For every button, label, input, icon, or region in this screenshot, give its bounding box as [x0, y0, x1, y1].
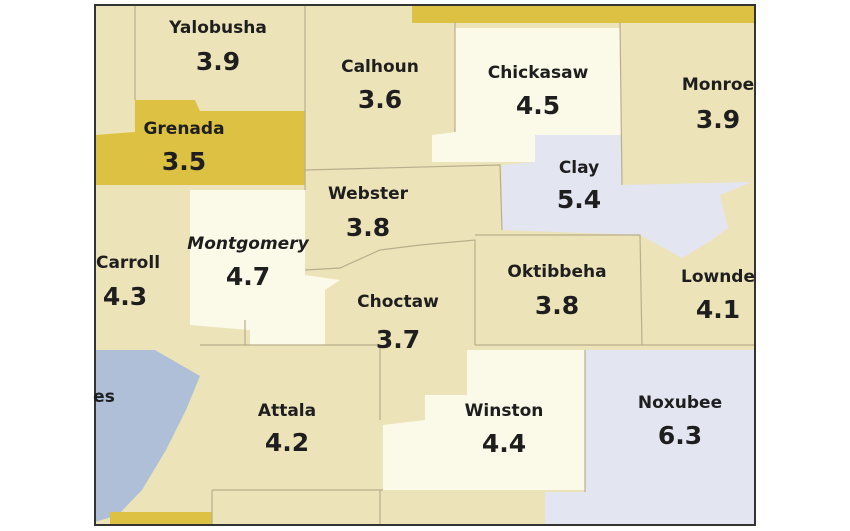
county-name: Carroll	[96, 253, 160, 273]
county-name: Monroe	[682, 75, 754, 95]
region-chickasaw[interactable]	[432, 28, 622, 162]
region-montgomery[interactable]	[190, 190, 340, 345]
county-value: 3.6	[358, 85, 402, 114]
county-value: 3.7	[376, 325, 420, 354]
county-name: Choctaw	[357, 292, 439, 312]
county-value: 4.2	[265, 428, 309, 457]
county-name: Yalobusha	[168, 18, 267, 38]
county-name: Winston	[465, 401, 544, 421]
county-labels: Yalobusha 3.9 Calhoun 3.6 Chickasaw 4.5 …	[93, 18, 755, 458]
partial-county-label: es	[93, 387, 115, 407]
county-name: Montgomery	[187, 234, 309, 254]
county-name: Grenada	[143, 119, 224, 139]
region-grenada[interactable]	[95, 100, 305, 185]
county-value: 4.1	[696, 295, 740, 324]
county-value: 5.4	[557, 185, 601, 214]
county-name: Oktibbeha	[507, 262, 606, 282]
county-name: Chickasaw	[488, 63, 589, 83]
region-winston[interactable]	[383, 350, 585, 490]
county-name: Calhoun	[341, 57, 419, 77]
region-water	[95, 350, 200, 522]
region-noxubee[interactable]	[545, 350, 755, 525]
county-value: 6.3	[658, 421, 702, 450]
region-clay[interactable]	[502, 135, 752, 258]
region-top-gold	[412, 5, 755, 23]
county-value: 4.5	[516, 91, 560, 120]
county-name: Attala	[258, 401, 316, 421]
county-name: Clay	[559, 158, 599, 178]
county-value: 3.9	[696, 105, 740, 134]
county-value: 3.8	[535, 291, 579, 320]
county-value: 4.4	[482, 429, 526, 458]
county-value: 3.5	[162, 147, 206, 176]
region-bottom-gold	[110, 512, 212, 525]
county-name: Lownde	[681, 267, 755, 287]
county-value: 3.9	[196, 47, 240, 76]
county-value: 4.7	[226, 262, 270, 291]
county-value: 4.3	[103, 282, 147, 311]
county-name: Noxubee	[638, 393, 722, 413]
county-borders	[134, 5, 755, 525]
map-frame	[94, 4, 756, 526]
county-name: Webster	[328, 184, 409, 204]
county-value: 3.8	[346, 213, 390, 242]
